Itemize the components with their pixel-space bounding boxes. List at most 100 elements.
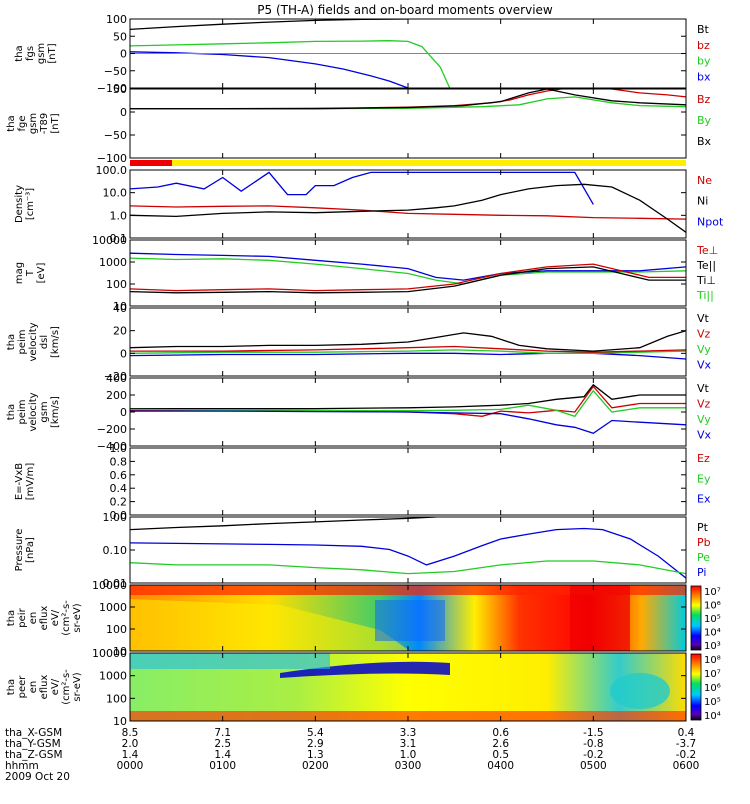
- y-tick-label: 0.10: [103, 544, 128, 557]
- y-axis-label: velocity: [28, 322, 39, 361]
- y-tick-label: −400: [97, 440, 127, 453]
- ephem-value: 1.0: [400, 749, 417, 761]
- y-axis-label: peim: [17, 399, 28, 424]
- ephem-value: 0300: [395, 760, 422, 772]
- ephem-row-label: hhmm: [5, 760, 39, 772]
- ephem-value: 3.1: [400, 738, 417, 750]
- y-axis-label: eV/: [50, 678, 61, 695]
- y-axis-label: en: [28, 681, 39, 694]
- panel-frame: [129, 447, 687, 516]
- legend-entry: Pt: [697, 521, 709, 534]
- ephem-value: 2.0: [122, 738, 139, 750]
- y-tick-label: 50: [113, 30, 127, 43]
- y-tick-label: 0.1: [110, 232, 128, 245]
- y-tick-label: −20: [104, 370, 127, 383]
- legend-entry: Bz: [697, 93, 711, 106]
- peer-colorbar: [690, 653, 702, 721]
- legend-entry: Ez: [697, 452, 710, 465]
- series-Ne: [130, 205, 686, 220]
- y-tick-label: 0.4: [110, 482, 128, 495]
- series-Vz: [130, 345, 686, 353]
- series-Vt: [130, 383, 686, 410]
- y-tick-label: 10000: [92, 234, 127, 247]
- ephem-value: -0.2: [583, 749, 604, 761]
- y-tick-label: −50: [104, 129, 127, 142]
- y-axis-label: gsm: [36, 43, 47, 64]
- legend-entry: Vt: [697, 382, 710, 395]
- series-Npot: [130, 171, 594, 205]
- panel-peir: 10⁷ 10⁶ 10⁵ 10⁴ 10³ 10000 1000 100 10 tha peir en ef…: [6, 579, 721, 658]
- y-tick-label: 1000: [99, 670, 127, 683]
- y-axis-label: [km/s]: [50, 326, 61, 358]
- ephem-value: 2.9: [307, 738, 324, 750]
- y-axis-label: tha: [6, 404, 17, 420]
- y-axis-label: eflux: [39, 606, 50, 631]
- panel-e_vxb: Ez Ey Ex 1.00.80.60.40.20.0 E=-VxB [mV/m]: [14, 442, 711, 522]
- panel-fgs: Bt bz by bx 100 50 0 −50 −100 tha fgs gsm [nT]: [14, 13, 711, 95]
- peer-spectrogram: [130, 653, 686, 721]
- series-Pe: [130, 560, 686, 575]
- ephem-value: -0.8: [583, 738, 604, 750]
- y-axis-label: fge: [17, 115, 28, 131]
- colorbar-tick-label: 10³: [704, 641, 721, 652]
- y-tick-label: 0: [120, 347, 127, 360]
- legend-entry: Ex: [697, 493, 711, 506]
- ephem-value: 8.5: [122, 727, 139, 739]
- colorbar-tick-label: 10⁵: [704, 697, 721, 708]
- legend-entry: Ne: [697, 174, 712, 187]
- y-tick-label: 400: [106, 372, 127, 385]
- series-Ti||: [130, 257, 686, 285]
- panel-peim_velocity: Vt Vz Vy Vx 40 20 0 −20 tha peim velocity dsl [km/s]: [6, 302, 712, 383]
- series-Bt: [130, 19, 409, 31]
- y-tick-label: 1000: [99, 601, 127, 614]
- ephem-value: 1.3: [307, 749, 324, 761]
- y-axis-label: tha: [14, 45, 25, 61]
- y-axis-label: sr-eV): [72, 603, 83, 632]
- peir-spectrogram: [130, 585, 686, 651]
- series-Pi: [130, 527, 686, 579]
- legend-entry: Vx: [697, 359, 712, 372]
- series-by: [130, 40, 451, 88]
- legend-entry: bz: [697, 39, 710, 52]
- y-tick-label: −50: [104, 65, 127, 78]
- y-axis-label: -T89: [39, 113, 50, 135]
- ephem-value: 1.4: [122, 749, 139, 761]
- panel-fge: Bz By Bx 50 0 −50 −100 tha fge gsm -T89 [nT]: [6, 83, 712, 165]
- legend-entry: Ey: [697, 472, 711, 485]
- ephem-value: -3.7: [676, 738, 697, 750]
- ephem-value: 0000: [117, 760, 144, 772]
- panel-frame: [129, 169, 687, 239]
- y-axis-label: (cm²-s-: [61, 669, 72, 705]
- ephem-value: 0200: [302, 760, 329, 772]
- legend-entry: Ni: [697, 195, 708, 208]
- colorbar-tick-label: 10⁸: [704, 655, 721, 666]
- y-tick-label: 0: [120, 406, 127, 419]
- y-axis-label: gsm: [28, 113, 39, 134]
- y-tick-label: 10000: [92, 647, 127, 660]
- legend-entry: Pi: [697, 566, 706, 579]
- y-axis-label: [mV/m]: [25, 463, 36, 501]
- legend-entry: Pb: [697, 536, 711, 549]
- y-tick-label: 50: [113, 83, 127, 96]
- ephem-value: 0.5: [492, 749, 509, 761]
- ephem-value: 0.6: [492, 727, 509, 739]
- y-tick-label: 20: [113, 325, 127, 338]
- legend-entry: Vz: [697, 328, 711, 341]
- y-axis-label: eV/: [50, 609, 61, 626]
- ephem-value: 5.4: [307, 727, 324, 739]
- y-axis-label: Density: [14, 185, 25, 223]
- y-tick-label: 0.01: [103, 577, 128, 590]
- y-tick-label: 0.6: [110, 469, 128, 482]
- figure-title: P5 (TH-A) fields and on-board moments ov…: [257, 3, 553, 17]
- panel-peer: 10⁸ 10⁷ 10⁶ 10⁵ 10⁴ 10000 1000 100 10 tha peer en ef…: [6, 647, 721, 728]
- y-axis-label: peer: [17, 675, 28, 699]
- y-tick-label: 0.8: [110, 455, 128, 468]
- legend-entry: Ti⊥: [696, 274, 716, 287]
- legend-entry: Bt: [697, 23, 710, 36]
- panel-pressure: Pt Pb Pe Pi 1.00 0.10 0.01 Pressure [nPa]: [14, 511, 711, 590]
- ephem-value: 2.6: [492, 738, 509, 750]
- ephem-value: 7.1: [214, 727, 231, 739]
- y-axis-label: [eV]: [36, 263, 47, 284]
- y-axis-label: Pressure: [14, 529, 25, 572]
